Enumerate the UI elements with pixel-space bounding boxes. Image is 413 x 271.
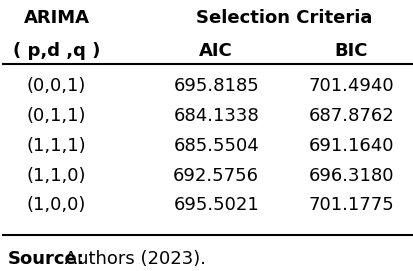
Text: ARIMA: ARIMA bbox=[24, 9, 89, 27]
Text: (0,1,1): (0,1,1) bbox=[27, 107, 86, 125]
Text: 696.3180: 696.3180 bbox=[308, 167, 393, 185]
Text: 695.5021: 695.5021 bbox=[173, 196, 259, 214]
Text: (1,0,0): (1,0,0) bbox=[27, 196, 86, 214]
Text: Source:: Source: bbox=[7, 250, 84, 268]
Text: BIC: BIC bbox=[334, 42, 367, 60]
Text: 691.1640: 691.1640 bbox=[308, 137, 393, 155]
Text: 701.4940: 701.4940 bbox=[308, 78, 393, 95]
Text: (1,1,1): (1,1,1) bbox=[27, 137, 86, 155]
Text: Authors (2023).: Authors (2023). bbox=[59, 250, 205, 268]
Text: AIC: AIC bbox=[199, 42, 233, 60]
Text: 701.1775: 701.1775 bbox=[308, 196, 393, 214]
Text: 692.5756: 692.5756 bbox=[173, 167, 259, 185]
Text: 695.8185: 695.8185 bbox=[173, 78, 259, 95]
Text: ( p,d ,q ): ( p,d ,q ) bbox=[13, 42, 100, 60]
Text: 684.1338: 684.1338 bbox=[173, 107, 259, 125]
Text: 685.5504: 685.5504 bbox=[173, 137, 259, 155]
Text: Selection Criteria: Selection Criteria bbox=[195, 9, 371, 27]
Text: (0,0,1): (0,0,1) bbox=[27, 78, 86, 95]
Text: (1,1,0): (1,1,0) bbox=[27, 167, 86, 185]
Text: 687.8762: 687.8762 bbox=[308, 107, 393, 125]
